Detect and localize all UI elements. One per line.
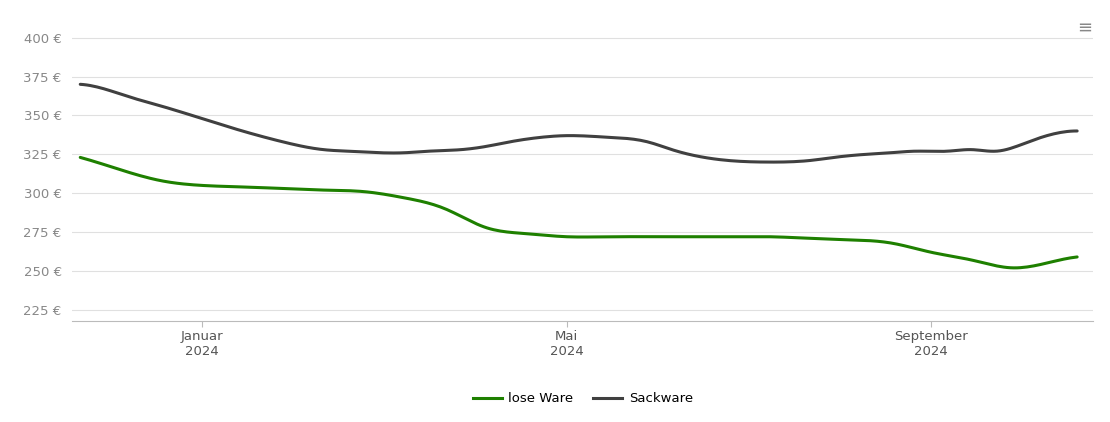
Legend: lose Ware, Sackware: lose Ware, Sackware (467, 387, 698, 411)
Text: ≡: ≡ (1077, 19, 1092, 37)
